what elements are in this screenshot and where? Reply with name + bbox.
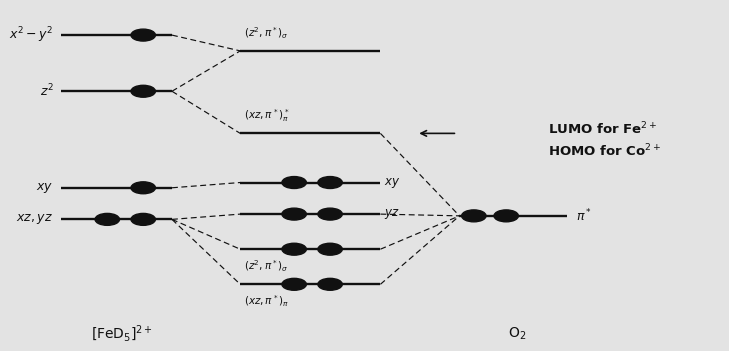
Circle shape [318, 243, 343, 255]
Circle shape [318, 278, 343, 290]
Text: $(xz, \pi^*)_{\pi}$: $(xz, \pi^*)_{\pi}$ [243, 294, 289, 309]
Text: $\mathrm{O}_2$: $\mathrm{O}_2$ [508, 325, 526, 342]
Circle shape [131, 182, 155, 194]
Circle shape [95, 213, 120, 225]
Text: $z^2$: $z^2$ [39, 83, 53, 100]
Circle shape [318, 177, 343, 188]
Circle shape [131, 213, 155, 225]
Text: $[\mathrm{FeD}_5]^{2+}$: $[\mathrm{FeD}_5]^{2+}$ [90, 323, 152, 344]
Text: LUMO for Fe$^{2+}$
HOMO for Co$^{2+}$: LUMO for Fe$^{2+}$ HOMO for Co$^{2+}$ [548, 121, 660, 160]
Text: $x^2-y^2$: $x^2-y^2$ [9, 25, 53, 45]
Circle shape [131, 29, 155, 41]
Circle shape [282, 278, 306, 290]
Text: $\pi^*$: $\pi^*$ [576, 207, 592, 224]
Text: $xy$: $xy$ [384, 176, 400, 190]
Circle shape [318, 208, 343, 220]
Circle shape [461, 210, 486, 222]
Circle shape [131, 85, 155, 97]
Circle shape [494, 210, 518, 222]
Circle shape [282, 208, 306, 220]
Text: $yz$: $yz$ [384, 207, 399, 221]
Text: $(z^2, \pi^*)_{\sigma}$: $(z^2, \pi^*)_{\sigma}$ [243, 26, 289, 41]
Text: $xz, yz$: $xz, yz$ [17, 212, 53, 226]
Text: $xy$: $xy$ [36, 181, 53, 195]
Circle shape [282, 243, 306, 255]
Circle shape [282, 177, 306, 188]
Text: $(xz, \pi^*)_{\pi}^*$: $(xz, \pi^*)_{\pi}^*$ [243, 107, 289, 124]
Text: $(z^2, \pi^*)_{\sigma}$: $(z^2, \pi^*)_{\sigma}$ [243, 259, 289, 274]
